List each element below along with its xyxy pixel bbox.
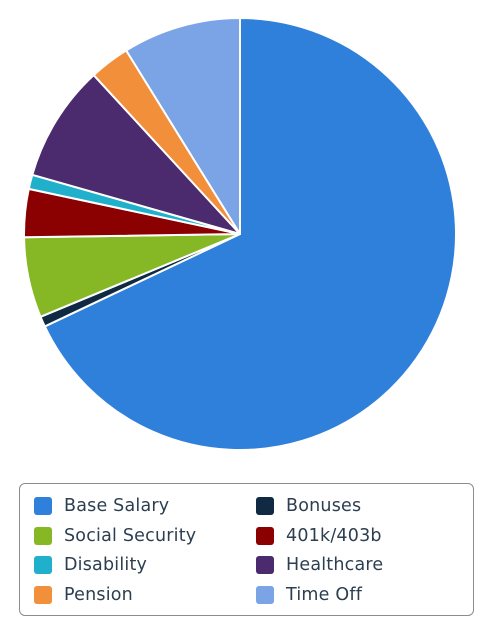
legend-swatch <box>256 586 274 604</box>
legend-swatch <box>34 586 52 604</box>
legend-swatch <box>256 497 274 515</box>
legend-item-401k-403b[interactable]: 401k/403b <box>256 525 382 547</box>
legend-label: Social Security <box>64 526 197 546</box>
legend-swatch <box>256 527 274 545</box>
pie-slice-healthcare[interactable] <box>31 74 241 235</box>
legend-item-time-off[interactable]: Time Off <box>256 584 362 606</box>
pie-chart <box>23 17 457 451</box>
legend-item-disability[interactable]: Disability <box>34 554 147 576</box>
legend-label: 401k/403b <box>286 526 382 546</box>
legend-label: Healthcare <box>286 555 384 575</box>
legend-label: Pension <box>64 585 133 605</box>
legend-swatch <box>256 556 274 574</box>
legend-item-social-security[interactable]: Social Security <box>34 525 196 547</box>
legend-item-bonuses[interactable]: Bonuses <box>256 495 361 517</box>
legend-swatch <box>34 556 52 574</box>
legend-label: Bonuses <box>286 496 362 516</box>
legend-label: Base Salary <box>64 496 170 516</box>
legend-label: Time Off <box>286 585 363 605</box>
legend-item-base-salary[interactable]: Base Salary <box>34 495 169 517</box>
chart-legend: Base Salary Bonuses Social Security 401k… <box>19 483 474 616</box>
legend-label: Disability <box>64 555 148 575</box>
pie-slice-time-off[interactable] <box>125 17 241 235</box>
legend-swatch <box>34 497 52 515</box>
legend-swatch <box>34 527 52 545</box>
legend-item-healthcare[interactable]: Healthcare <box>256 554 383 576</box>
pie-slice-base-salary[interactable] <box>43 17 457 451</box>
legend-item-pension[interactable]: Pension <box>34 584 133 606</box>
